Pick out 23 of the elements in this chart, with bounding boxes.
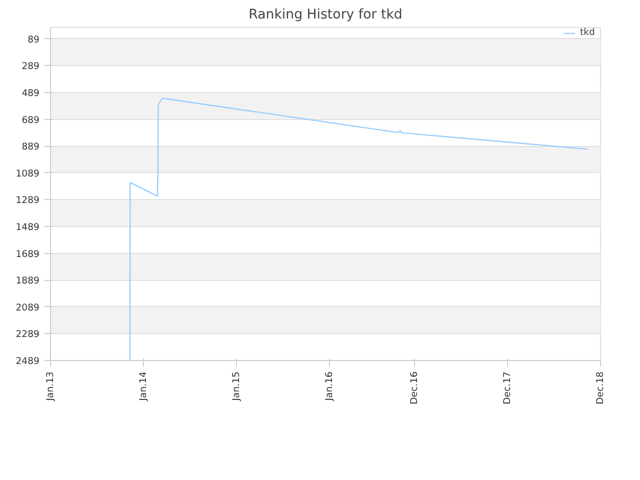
y-tick-label: 2089 — [16, 302, 40, 314]
line-series — [129, 98, 589, 360]
y-tick-label: 889 — [22, 142, 40, 153]
y-tick-label: 689 — [22, 114, 40, 126]
y-tick-label: 2489 — [16, 356, 40, 367]
x-tick-label: Jan.14 — [138, 371, 149, 402]
y-tick-label: 1089 — [16, 168, 40, 180]
legend-label: tkd — [580, 27, 596, 38]
y-tick-label: 1889 — [16, 276, 40, 287]
y-tick-label: 89 — [28, 34, 40, 46]
y-tick-label: 2289 — [16, 329, 40, 340]
y-tick-label: 289 — [22, 61, 40, 72]
x-tick-label: Jan.13 — [45, 371, 56, 402]
x-tick-label: Dec.16 — [409, 371, 420, 404]
chart-title: Ranking History for tkd — [248, 8, 402, 22]
x-tick-label: Jan.16 — [324, 371, 335, 402]
x-tick-label: Dec.18 — [595, 371, 606, 404]
y-tick-label: 489 — [22, 88, 40, 99]
y-tick-label: 1689 — [16, 248, 40, 260]
y-tick-label: 1289 — [16, 195, 40, 206]
y-tick-label: 1489 — [16, 222, 40, 233]
x-tick-label: Jan.15 — [230, 371, 242, 402]
x-tick-label: Dec.17 — [502, 371, 514, 404]
